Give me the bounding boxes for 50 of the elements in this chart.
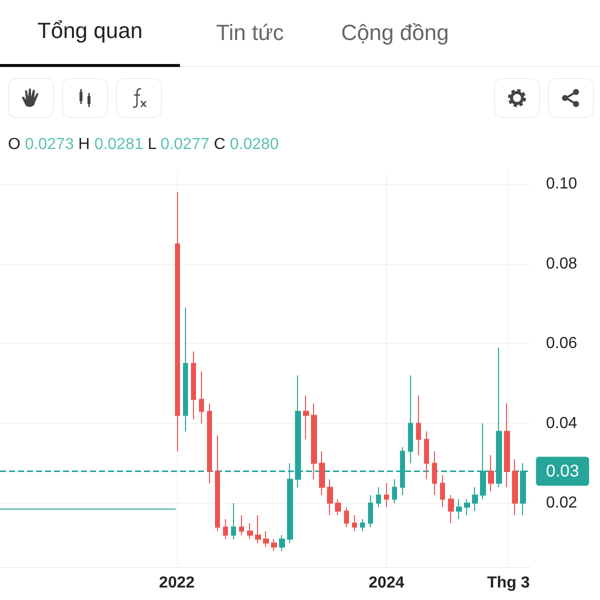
candlestick: [215, 434, 220, 532]
y-tick-label: 0.02: [546, 494, 578, 512]
x-tick-label: 2022: [159, 574, 195, 592]
candlestick: [319, 450, 325, 496]
candlestick: [352, 514, 357, 532]
candlestick: [183, 307, 188, 432]
candlestick: [512, 458, 518, 516]
candlestick: [448, 494, 454, 524]
y-tick-label: 0.10: [546, 175, 578, 192]
text: O 0.0273 H 0.0281 L 0.0277 C 0.0280: [8, 136, 279, 153]
candlestick: [344, 506, 349, 528]
text: Cộng đồng: [340, 20, 450, 46]
x-tick-label: Thg 3: [487, 574, 530, 592]
text: Tin tức: [215, 20, 285, 46]
candlestick: [464, 498, 470, 516]
candlestick: [440, 474, 445, 508]
candlestick: [416, 394, 421, 456]
candlestick: [432, 450, 437, 496]
x-tick-label: 2024: [368, 574, 404, 592]
candlestick: [255, 514, 261, 544]
candlestick: [327, 478, 333, 516]
candlestick: [263, 530, 269, 548]
candlestick: [279, 534, 285, 552]
candlestick: [472, 486, 478, 512]
candlestick: [247, 522, 253, 540]
candlestick: [271, 538, 277, 552]
candlestick: [207, 402, 212, 484]
candlestick: [424, 430, 429, 480]
candlestick: [199, 370, 204, 424]
y-tick-label: 0.04: [546, 414, 578, 432]
candlestick: [303, 394, 309, 440]
candlestick: [191, 351, 196, 420]
candlestick: [223, 518, 228, 540]
candlestick: [368, 494, 373, 528]
candlestick: [408, 374, 413, 464]
candlestick: [335, 498, 341, 516]
candlestick: [456, 498, 462, 520]
candlestick: [384, 482, 389, 508]
candlestick: [488, 454, 494, 492]
candlestick: [231, 502, 236, 540]
y-tick-label: 0.08: [546, 255, 578, 272]
candlestick: [239, 514, 244, 536]
candlestick: [311, 402, 317, 480]
y-tick-label: 0.06: [546, 335, 578, 352]
candlestick: [392, 478, 397, 504]
candlestick: [376, 486, 381, 508]
ref-line-label: 0.03: [546, 462, 580, 481]
text: Tổng quan: [0, 0, 180, 66]
candlestick: [504, 402, 510, 488]
candlestick: [360, 518, 365, 532]
